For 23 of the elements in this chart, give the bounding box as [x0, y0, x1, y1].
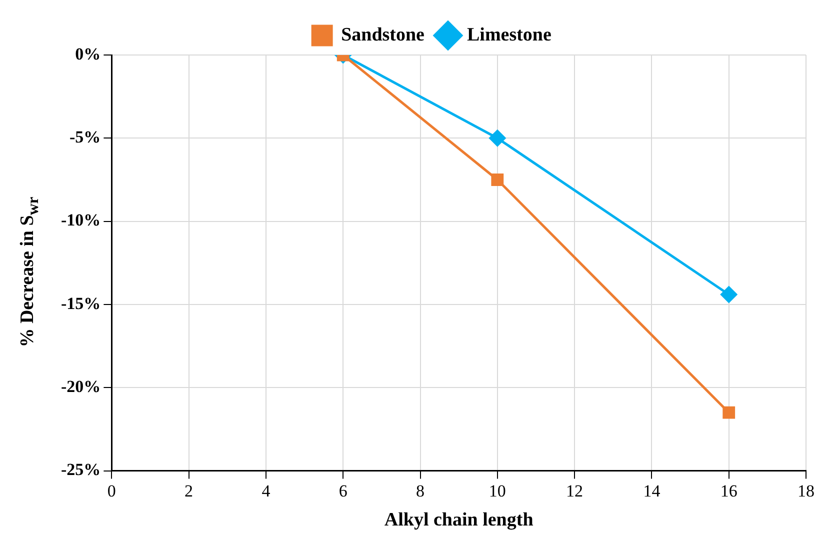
x-tick-label: 2: [184, 481, 194, 500]
x-tick-label: 8: [416, 481, 425, 500]
point: [722, 406, 736, 419]
y-tick-label: -10%: [60, 210, 101, 230]
y-tick-label: -15%: [60, 294, 101, 313]
legend-label: Sandstone: [341, 24, 424, 46]
x-tick-label: 16: [720, 481, 738, 500]
x-axis-title: Alkyl chain length: [384, 510, 534, 531]
x-tick-label: 4: [262, 481, 271, 500]
x-tick-label: 18: [798, 481, 814, 500]
point: [720, 286, 738, 303]
y-tick-label: -5%: [69, 128, 101, 147]
x-tick-label: 12: [566, 481, 584, 500]
x-tick-label: 6: [338, 481, 348, 500]
x-tick-label: 0: [107, 481, 116, 500]
x-tick-label: 14: [643, 481, 661, 500]
legend-label: Limestone: [466, 24, 552, 46]
point: [491, 174, 504, 186]
y-tick-label: -20%: [60, 377, 101, 396]
point: [489, 130, 506, 146]
y-tick-label: 0%: [75, 44, 101, 64]
x-tick-label: 10: [488, 481, 506, 500]
y-tick-label: -25%: [60, 460, 101, 480]
